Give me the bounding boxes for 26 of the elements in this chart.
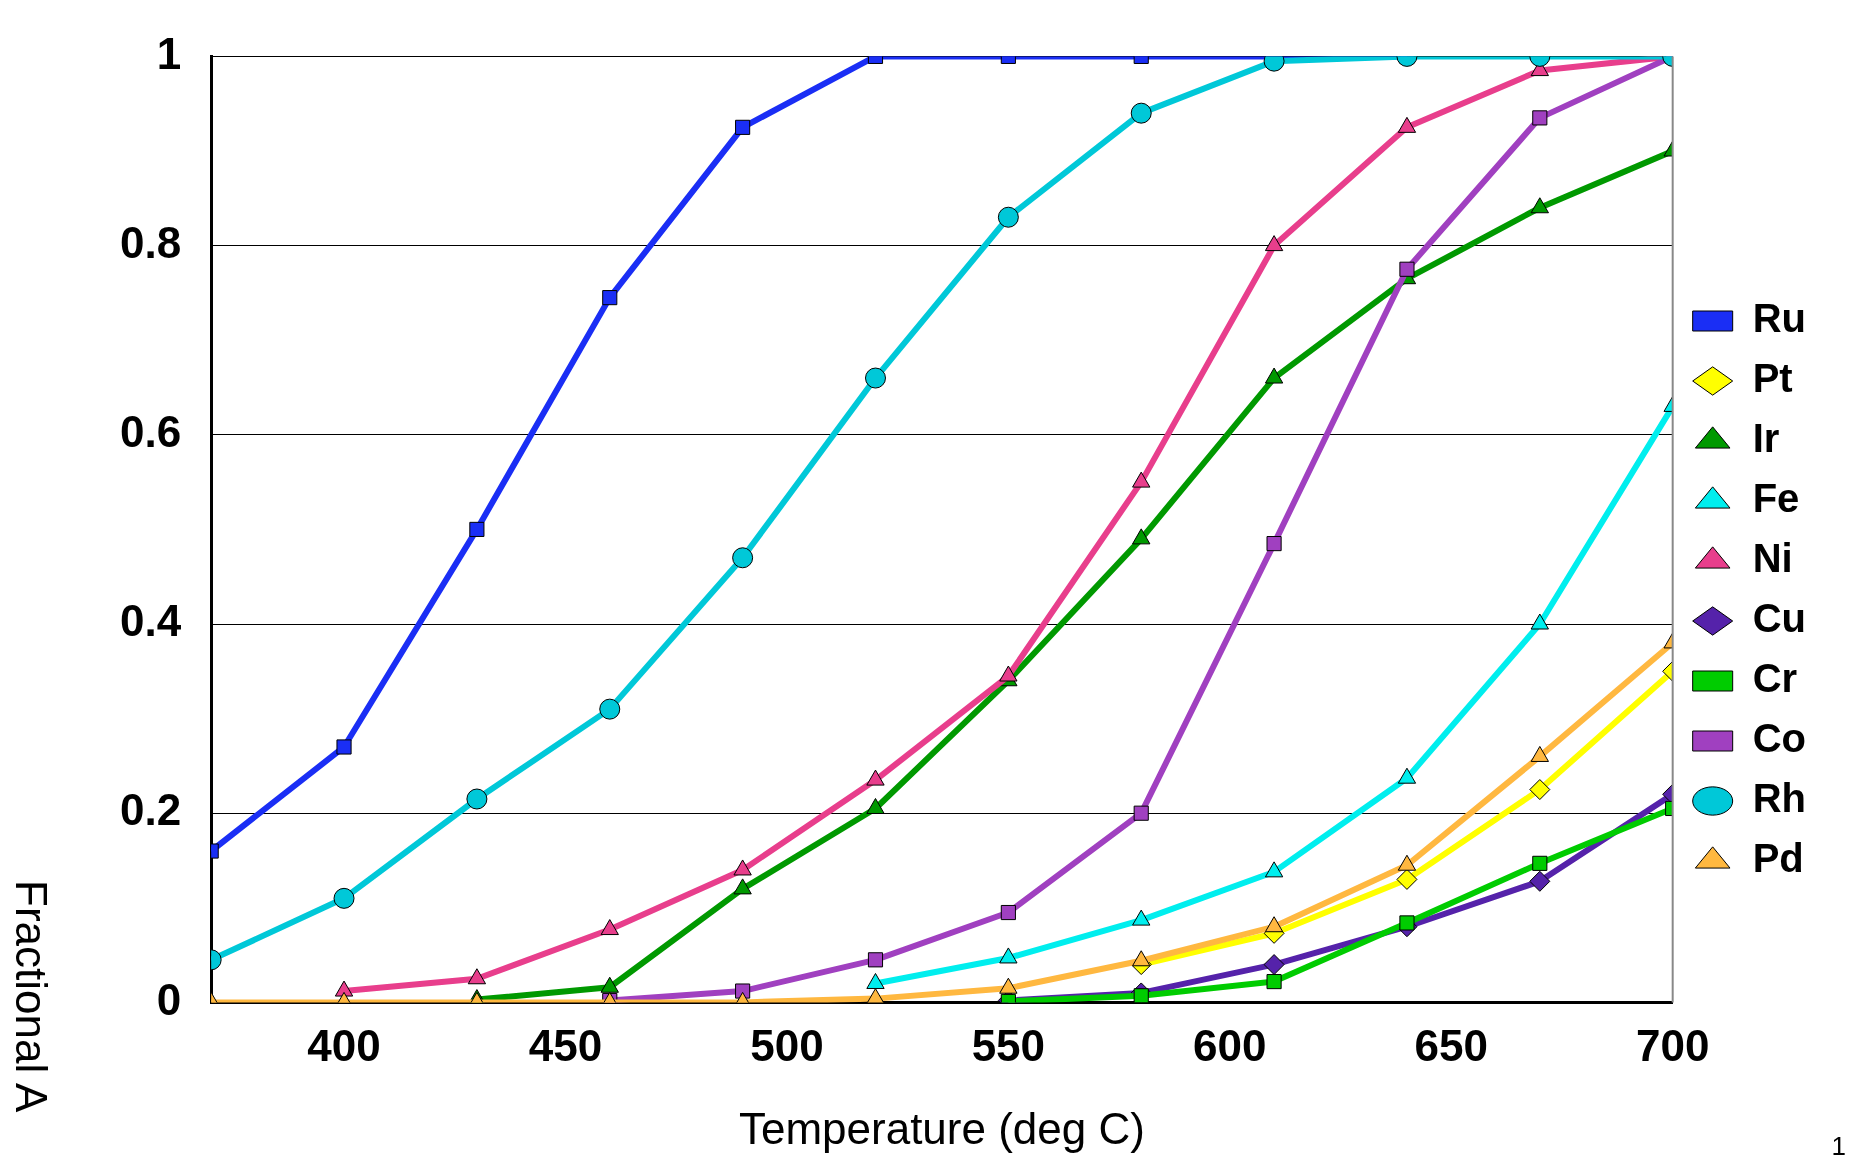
legend-label: Ir (1752, 416, 1780, 461)
x-tick-label: 700 (1635, 1020, 1710, 1070)
legend-label: Cu (1752, 596, 1807, 641)
legend-label: Co (1752, 716, 1807, 761)
legend-label: Rh (1752, 776, 1807, 821)
text: 1 (1831, 1131, 1846, 1162)
x-tick-label: 400 (307, 1020, 381, 1070)
y-tick-label: 0.4 (119, 596, 182, 646)
legend-label: Cr (1752, 656, 1798, 701)
x-tick-label: 500 (750, 1020, 824, 1070)
legend-label: Ru (1752, 296, 1807, 341)
x-tick-label: 650 (1414, 1020, 1488, 1070)
y-tick-label: 0.2 (119, 785, 182, 835)
legend-label: Ni (1752, 536, 1793, 581)
x-tick-label: 450 (528, 1020, 603, 1070)
legend-label: Pd (1752, 836, 1804, 881)
y-tick-label: 0.8 (119, 217, 182, 267)
x-axis-title: Temperature (deg C) (738, 1103, 1145, 1153)
legend-label: Pt (1752, 356, 1793, 401)
y-axis-title: Fractional A (6, 880, 56, 1113)
y-tick-label: 1 (156, 28, 182, 78)
y-tick-label: 0 (156, 974, 182, 1024)
y-tick-label: 0.6 (119, 406, 182, 456)
legend-label: Fe (1752, 476, 1800, 521)
x-tick-label: 600 (1193, 1020, 1267, 1070)
x-tick-label: 550 (971, 1020, 1046, 1070)
